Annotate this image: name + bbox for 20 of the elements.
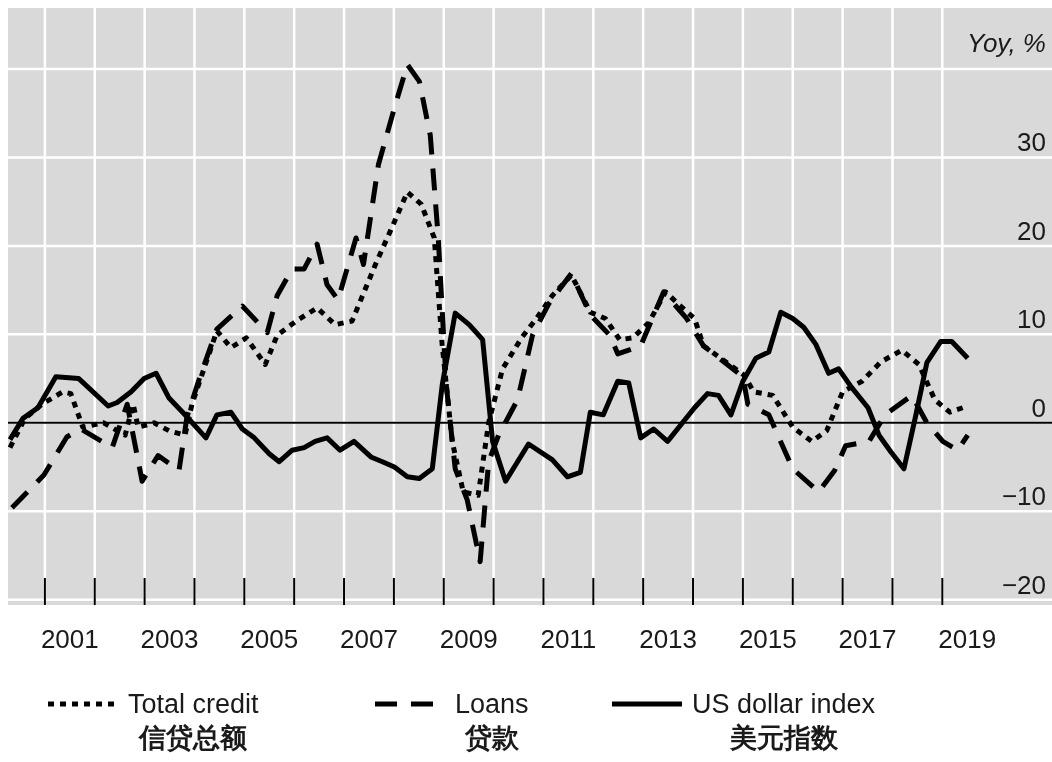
xtick-label: 2005 bbox=[240, 624, 299, 654]
ylabel: Yoy, % bbox=[967, 28, 1046, 58]
xtick-label: 2013 bbox=[639, 624, 698, 654]
ytick-label: 0 bbox=[1031, 392, 1046, 423]
ytick-label: 10 bbox=[1017, 304, 1046, 335]
xtick-label: 2019 bbox=[938, 624, 997, 654]
ytick-label: −20 bbox=[1001, 569, 1046, 600]
xtick-label: 2007 bbox=[340, 624, 398, 654]
ytick-label: 20 bbox=[1017, 215, 1046, 246]
legend-label: Loans 贷款 bbox=[455, 689, 529, 753]
legend-label: Total credit 信贷总额 bbox=[128, 689, 260, 753]
xtick-label: 2009 bbox=[439, 624, 498, 654]
legend-label: US dollar index 美元指数 bbox=[692, 689, 876, 753]
xtick-label: 2017 bbox=[838, 624, 897, 654]
xtick-label: 2011 bbox=[540, 624, 597, 654]
xtick-label: 2003 bbox=[140, 624, 199, 654]
xtick-label: 2015 bbox=[738, 624, 797, 654]
xtick-label: 2001 bbox=[40, 624, 99, 654]
ytick-label: −10 bbox=[1001, 481, 1046, 512]
ytick-label: 30 bbox=[1017, 127, 1046, 158]
